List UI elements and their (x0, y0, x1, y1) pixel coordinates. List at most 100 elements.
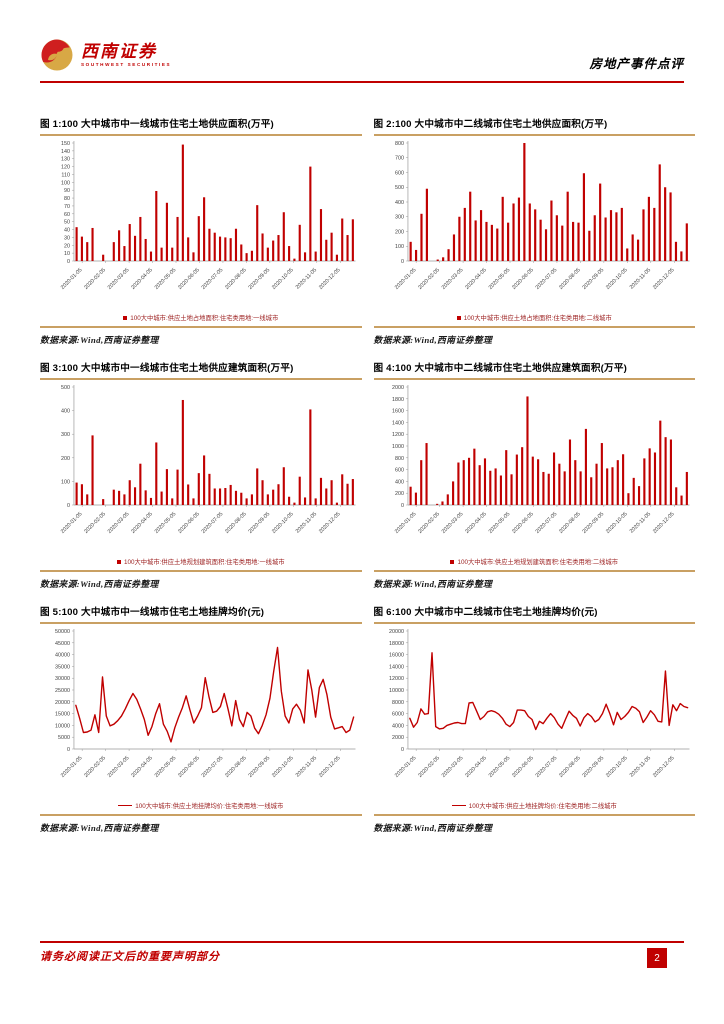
svg-text:100: 100 (61, 180, 70, 186)
svg-text:2020-03-05: 2020-03-05 (107, 755, 131, 779)
svg-text:2020-10-05: 2020-10-05 (271, 511, 295, 535)
svg-text:10000: 10000 (389, 688, 404, 694)
svg-text:2020-07-05: 2020-07-05 (534, 267, 558, 291)
svg-text:120: 120 (61, 165, 70, 171)
svg-text:2020-11-05: 2020-11-05 (295, 755, 318, 778)
svg-text:2020-11-05: 2020-11-05 (295, 267, 318, 290)
svg-text:2020-02-05: 2020-02-05 (417, 755, 441, 779)
svg-text:80: 80 (64, 196, 70, 202)
svg-text:2020-11-05: 2020-11-05 (628, 511, 651, 534)
svg-text:4000: 4000 (391, 723, 403, 729)
figure-5-legend-label: 100大中城市:供应土地挂牌均价:住宅类用地:一线城市 (135, 803, 284, 810)
svg-text:2000: 2000 (391, 735, 403, 741)
svg-text:1600: 1600 (391, 409, 403, 415)
svg-text:6000: 6000 (391, 712, 403, 718)
svg-text:2020-03-05: 2020-03-05 (440, 511, 464, 535)
figure-1: 图 1:100 大中城市中一线城市住宅土地供应面积(万平) 0 10 20 30 40 5… (40, 116, 362, 346)
svg-text:40: 40 (64, 228, 70, 234)
brand-name-cn: 西南证券 (81, 41, 157, 61)
svg-text:2020-01-05: 2020-01-05 (393, 755, 417, 779)
svg-text:50000: 50000 (55, 629, 70, 635)
svg-text:8000: 8000 (391, 700, 403, 706)
svg-text:2020-03-05: 2020-03-05 (107, 267, 131, 291)
svg-text:45000: 45000 (55, 641, 70, 647)
svg-text:2020-04-05: 2020-04-05 (130, 267, 154, 291)
svg-text:300: 300 (394, 215, 403, 221)
svg-text:2020-11-05: 2020-11-05 (628, 755, 651, 778)
svg-text:2020-07-05: 2020-07-05 (201, 267, 225, 291)
svg-text:2020-10-05: 2020-10-05 (605, 267, 629, 291)
svg-text:5000: 5000 (58, 735, 70, 741)
svg-text:40000: 40000 (55, 653, 70, 659)
figure-4-source: 数据来源:Wind,西南证券整理 (373, 579, 493, 589)
chart-grid: 图 1:100 大中城市中一线城市住宅土地供应面积(万平) 0 10 20 30 40 5… (40, 116, 695, 834)
footer-disclaimer: 请务必阅读正文后的重要声明部分 (40, 951, 220, 963)
svg-text:50: 50 (64, 220, 70, 226)
svg-text:100: 100 (394, 244, 403, 250)
svg-text:2020-06-05: 2020-06-05 (511, 755, 535, 779)
svg-text:15000: 15000 (55, 712, 70, 718)
svg-text:2020-01-05: 2020-01-05 (60, 267, 84, 291)
svg-text:500: 500 (394, 185, 403, 191)
figure-6: 图 6:100 大中城市中二线城市住宅土地挂牌均价(元) 0 2000 4000 60… (373, 604, 695, 834)
svg-text:200: 200 (394, 229, 403, 235)
svg-text:2020-06-05: 2020-06-05 (177, 511, 201, 535)
svg-text:2020-03-05: 2020-03-05 (107, 511, 131, 535)
svg-text:35000: 35000 (55, 664, 70, 670)
svg-text:2020-05-05: 2020-05-05 (487, 755, 511, 779)
figure-5-source: 数据来源:Wind,西南证券整理 (40, 823, 159, 833)
svg-text:2020-12-05: 2020-12-05 (318, 511, 342, 535)
legend-square-icon (456, 315, 461, 320)
svg-text:2020-12-05: 2020-12-05 (318, 755, 342, 779)
figure-5-legend: 100大中城市:供应土地挂牌均价:住宅类用地:一线城市 (40, 801, 362, 816)
svg-text:2020-05-05: 2020-05-05 (487, 267, 511, 291)
svg-text:2020-12-05: 2020-12-05 (318, 267, 342, 291)
svg-text:2020-04-05: 2020-04-05 (130, 755, 154, 779)
figure-3: 图 3:100 大中城市中一线城市住宅土地供应建筑面积(万平) 0 100 200 3… (40, 360, 362, 590)
figure-3-legend-label: 100大中城市:供应土地规划建筑面积:住宅类用地:一线城市 (123, 559, 285, 566)
svg-text:2020-09-05: 2020-09-05 (581, 755, 605, 779)
svg-text:30000: 30000 (55, 676, 70, 682)
svg-text:2020-07-05: 2020-07-05 (201, 755, 225, 779)
svg-text:500: 500 (61, 385, 70, 391)
svg-text:110: 110 (61, 172, 70, 178)
svg-text:0: 0 (67, 259, 70, 265)
svg-text:2020-05-05: 2020-05-05 (154, 755, 178, 779)
svg-text:2020-08-05: 2020-08-05 (224, 267, 248, 291)
svg-text:1000: 1000 (391, 444, 403, 450)
svg-text:2020-03-05: 2020-03-05 (440, 267, 464, 291)
svg-text:2020-09-05: 2020-09-05 (581, 267, 605, 291)
svg-text:2020-08-05: 2020-08-05 (224, 511, 248, 535)
document-title: 房地产事件点评 (589, 57, 684, 71)
svg-text:100: 100 (61, 479, 70, 485)
svg-text:20000: 20000 (55, 700, 70, 706)
svg-text:2020-09-05: 2020-09-05 (248, 755, 272, 779)
figure-4-legend-label: 100大中城市:供应土地规划建筑面积:住宅类用地:二线城市 (457, 559, 619, 566)
svg-text:2020-02-05: 2020-02-05 (417, 511, 441, 535)
svg-text:140: 140 (61, 149, 70, 155)
svg-text:2020-03-05: 2020-03-05 (440, 755, 464, 779)
svg-text:400: 400 (394, 479, 403, 485)
svg-text:2020-10-05: 2020-10-05 (605, 511, 629, 535)
svg-text:0: 0 (400, 747, 403, 753)
svg-text:2020-04-05: 2020-04-05 (130, 511, 154, 535)
svg-text:10: 10 (64, 251, 70, 257)
svg-text:2020-08-05: 2020-08-05 (558, 267, 582, 291)
svg-text:2020-07-05: 2020-07-05 (201, 511, 225, 535)
svg-text:25000: 25000 (55, 688, 70, 694)
figure-5-line-chart: 0 5000 10000 15000 20000 25000 30000 35000 40000… (55, 629, 356, 779)
legend-line-icon (118, 804, 133, 807)
svg-text:200: 200 (394, 491, 403, 497)
figure-3-title: 图 3:100 大中城市中一线城市住宅土地供应建筑面积(万平) (40, 360, 362, 380)
legend-square-icon (450, 559, 455, 564)
svg-text:0: 0 (400, 259, 403, 265)
figure-6-title: 图 6:100 大中城市中二线城市住宅土地挂牌均价(元) (373, 604, 695, 624)
svg-text:400: 400 (61, 409, 70, 415)
figure-5: 图 5:100 大中城市中一线城市住宅土地挂牌均价(元) 0 5000 10000 1… (40, 604, 362, 834)
svg-text:60: 60 (64, 212, 70, 218)
svg-text:90: 90 (64, 188, 70, 194)
